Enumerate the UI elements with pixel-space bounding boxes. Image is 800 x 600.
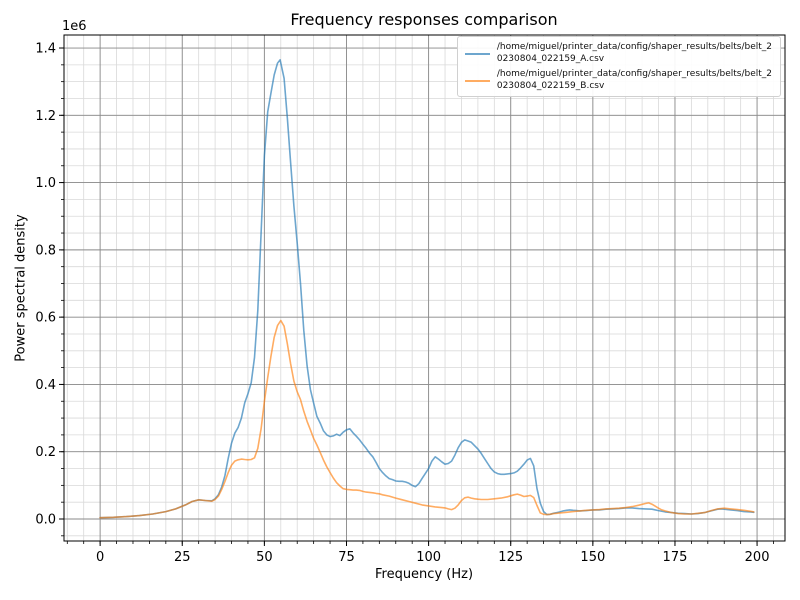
legend-label-line: 0230804_022159_A.csv	[496, 53, 605, 64]
y-axis-offset-label: 1e6	[62, 19, 87, 34]
x-axis-label: Frequency (Hz)	[374, 567, 474, 582]
y-tick-label: 0.0	[35, 512, 56, 527]
x-tick-label: 175	[663, 550, 688, 565]
y-tick-label: 1.2	[35, 109, 56, 124]
x-tick-label: 125	[498, 550, 523, 565]
legend-label-line: /home/miguel/printer_data/config/shaper_…	[496, 69, 772, 79]
y-axis-label: Power spectral density	[13, 214, 29, 362]
y-tick-label: 1.4	[35, 42, 56, 57]
x-tick-label: 150	[580, 550, 605, 565]
y-tick-label: 0.2	[35, 445, 56, 460]
legend-label-line: /home/miguel/printer_data/config/shaper_…	[496, 42, 772, 52]
chart-title: Frequency responses comparison	[290, 10, 558, 29]
legend-item-series-b: /home/miguel/printer_data/config/shaper_…	[464, 69, 772, 92]
legend-item-series-a: /home/miguel/printer_data/config/shaper_…	[464, 42, 772, 65]
x-tick-label: 25	[174, 550, 191, 565]
y-tick-label: 1.0	[35, 176, 56, 191]
y-tick-label: 0.4	[35, 378, 56, 393]
x-tick-label: 0	[96, 550, 104, 565]
series-line-a	[99, 58, 755, 519]
legend: /home/miguel/printer_data/config/shaper_…	[456, 36, 781, 97]
x-tick-label: 200	[745, 550, 770, 565]
x-tick-label: 100	[416, 550, 441, 565]
x-tick-label: 50	[256, 550, 273, 565]
legend-label-line: 0230804_022159_B.csv	[496, 80, 605, 91]
legend-line-swatch-blue	[464, 52, 490, 55]
x-tick-label: 75	[338, 550, 355, 565]
legend-label-series-b: /home/miguel/printer_data/config/shaper_…	[497, 69, 772, 92]
series-line-b	[99, 319, 755, 519]
y-tick-label: 0.8	[35, 243, 56, 258]
axes-frame	[63, 34, 786, 542]
legend-label-series-a: /home/miguel/printer_data/config/shaper_…	[497, 42, 772, 65]
y-tick-label: 0.6	[35, 311, 56, 326]
legend-line-swatch-orange	[464, 79, 490, 82]
